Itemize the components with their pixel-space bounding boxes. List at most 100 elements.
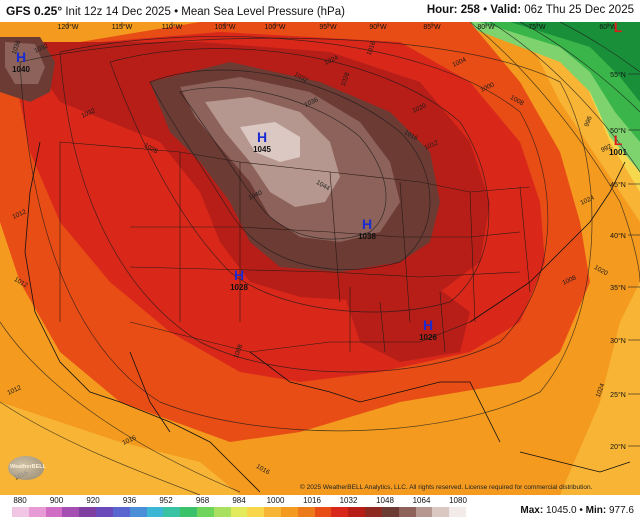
coastline: [119, 401, 261, 493]
coastline: [249, 351, 501, 443]
colorbar-tick-label: 900: [49, 496, 64, 505]
low-pressure-marker: L: [614, 132, 623, 148]
high-pressure-marker: H: [362, 216, 372, 232]
longitude-label: 95°W: [319, 23, 337, 31]
colorbar-swatch: [398, 507, 417, 517]
max-value: 1045.0: [545, 505, 577, 516]
min-label: Min:: [585, 505, 607, 516]
isobar-label: 996: [583, 115, 593, 128]
coastlines: [24, 141, 631, 493]
pressure-zone-green-dark: [510, 22, 640, 102]
pressure-center-value: 1028: [230, 283, 248, 292]
colorbar-tick-label: 880: [13, 496, 27, 505]
map-title: GFS 0.25° Init 12z 14 Dec 2025 • Mean Se…: [6, 4, 345, 18]
lat-lon-grid: 120°W 115°W 110°W 105°W 100°W 95°W 90°W 85°W 80°…: [57, 22, 640, 451]
isobar-label: 1016: [366, 40, 378, 56]
valid-value: 06z Thu 25 Dec 2025: [524, 4, 634, 16]
colorbar-swatch: [180, 507, 198, 517]
title-separator: •: [174, 6, 179, 18]
maxmin-separator: •: [579, 505, 583, 516]
pressure-center-value: 1045: [253, 145, 271, 154]
colorbar-swatch: [449, 507, 467, 517]
colorbar-swatch: [247, 507, 265, 517]
isobar-line: [109, 48, 490, 313]
colorbar-tick-label: 1064: [412, 496, 431, 505]
colorbar-swatch: [331, 507, 349, 517]
isobar-label: 1024: [595, 382, 607, 398]
coastline: [469, 161, 626, 323]
isobar-label: 1036: [11, 39, 23, 55]
pressure-center-value: 1026: [419, 333, 437, 342]
init-time: Init 12z 14 Dec 2025: [65, 6, 171, 18]
state-border: [379, 301, 386, 353]
isobar-label: 1008: [233, 343, 245, 359]
isobar-label: 1028: [340, 71, 352, 87]
latitude-label: 45°N: [610, 181, 626, 189]
pressure-center-value: 1038: [358, 232, 376, 241]
state-border: [469, 191, 476, 323]
max-min-readout: Max: 1045.0 • Min: 977.6: [520, 505, 634, 516]
longitude-label: 75°W: [528, 23, 546, 31]
colorbar-swatch: [314, 507, 332, 517]
isobar-line: [19, 37, 593, 432]
colorbar-swatch: [348, 507, 366, 517]
isobars: [0, 22, 640, 495]
colorbar-swatch: [381, 507, 400, 517]
isobar-line: [0, 401, 201, 495]
isobar-line: [0, 321, 241, 493]
colorbar-tick-label: 984: [232, 496, 246, 505]
latitude-label: 30°N: [610, 337, 626, 345]
state-borders: [59, 141, 531, 353]
colorbar-tick-label: 1032: [339, 496, 358, 505]
pressure-fills: [0, 22, 640, 495]
colorbar-tick-label: 952: [159, 496, 173, 505]
longitude-label: 110°W: [162, 23, 183, 31]
pressure-map: 120°W 115°W 110°W 105°W 100°W 95°W 90°W 85°W 80°…: [0, 22, 640, 495]
colorbar-tick-label: 936: [122, 496, 137, 505]
state-border: [399, 181, 411, 323]
coastline: [24, 141, 121, 403]
colorbar-swatch: [79, 507, 97, 517]
colorbar-swatch: [28, 507, 47, 517]
colorbar-swatch: [415, 507, 433, 517]
longitude-label: 85°W: [423, 23, 441, 31]
latitude-label: 40°N: [610, 232, 626, 240]
colorbar-tick-label: 1080: [449, 496, 467, 505]
colorbar-swatch: [264, 507, 282, 517]
map-canvas: 120°W 115°W 110°W 105°W 100°W 95°W 90°W 85°W 80°…: [0, 22, 640, 495]
state-border: [130, 226, 521, 238]
pressure-colorbar: 880 900 920 936 952 968 984 1000 1016 1032 1048 106…: [12, 496, 467, 524]
isobar-line: [519, 22, 640, 113]
latitude-label: 55°N: [610, 71, 626, 79]
colorbar-swatch: [297, 507, 316, 517]
state-border: [329, 171, 341, 303]
isobar-line: [149, 69, 431, 271]
colorbar-tick-label: 1048: [376, 496, 394, 505]
colorbar-swatch: [281, 507, 299, 517]
copyright-notice: © 2025 WeatherBELL Analytics, LLC. All r…: [300, 484, 593, 491]
colorbar-tick-label: 1000: [266, 496, 285, 505]
latitude-label: 35°N: [610, 284, 626, 292]
pressure-zone-pink-light: [240, 122, 300, 162]
isobar-label: 992: [600, 143, 613, 154]
latitude-label: 50°N: [610, 127, 626, 135]
isobar-line: [179, 87, 387, 240]
logo-text: WeatherBELL: [10, 464, 46, 470]
longitude-label: 90°W: [369, 23, 387, 31]
colorbar-swatch: [45, 507, 63, 517]
coastline: [129, 351, 171, 433]
high-pressure-marker: H: [16, 49, 26, 65]
state-border: [129, 266, 521, 278]
colorbar-swatch: [365, 507, 383, 517]
pressure-zone-light-orange: [0, 402, 240, 495]
colorbar-swatch: [163, 507, 181, 517]
colorbar-swatch: [146, 507, 164, 517]
header-separator: •: [483, 4, 488, 16]
coastline: [519, 451, 631, 473]
longitude-label: 105°W: [214, 23, 235, 31]
latitude-label: 25°N: [610, 391, 626, 399]
longitude-label: 115°W: [112, 23, 133, 31]
isobar-line: [489, 22, 640, 173]
colorbar-tick-label: 920: [86, 496, 100, 505]
hour-label: Hour:: [426, 4, 458, 16]
